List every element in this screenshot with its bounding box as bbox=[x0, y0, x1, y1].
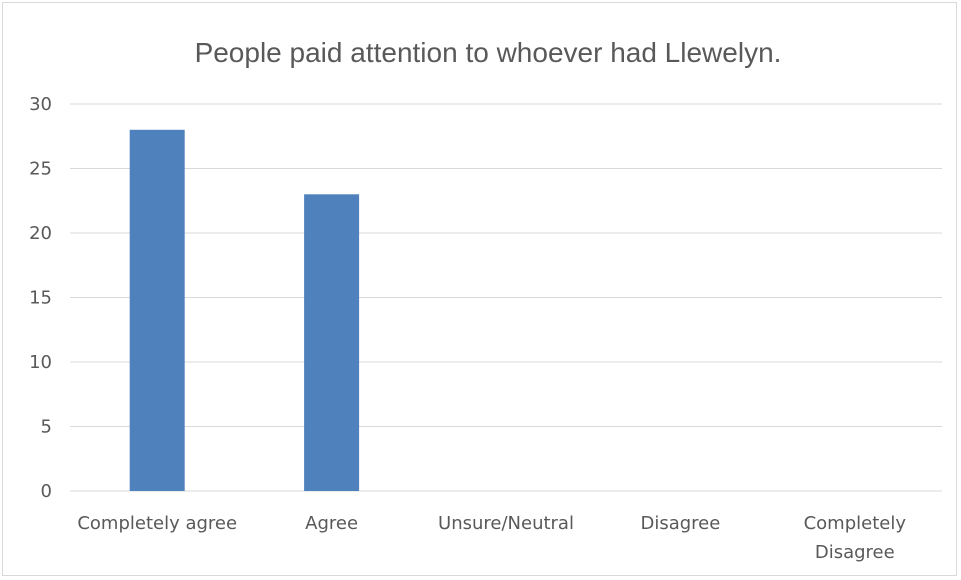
x-category-label-line: Disagree bbox=[815, 542, 895, 563]
bars bbox=[129, 129, 360, 492]
y-tick-label: 20 bbox=[29, 223, 52, 244]
gridlines bbox=[70, 103, 942, 492]
x-category-label: Agree bbox=[305, 513, 358, 534]
chart-title: People paid attention to whoever had Lle… bbox=[195, 37, 782, 68]
y-tick-label: 25 bbox=[29, 159, 52, 180]
x-category-label-line: Agree bbox=[305, 513, 358, 534]
x-category-label-line: Unsure/Neutral bbox=[438, 513, 574, 534]
x-category-label-line: Disagree bbox=[640, 513, 720, 534]
y-tick-label: 5 bbox=[41, 417, 52, 438]
bar bbox=[304, 194, 360, 492]
x-category-label: Completely agree bbox=[77, 513, 237, 534]
y-tick-label: 30 bbox=[29, 94, 52, 115]
x-category-label-line: Completely agree bbox=[77, 513, 237, 534]
x-category-label-line: Completely bbox=[804, 513, 907, 534]
y-tick-label: 0 bbox=[41, 481, 52, 502]
y-axis-ticks: 0 5 10 15 20 25 30 bbox=[29, 94, 52, 502]
y-tick-label: 15 bbox=[29, 288, 52, 309]
x-category-label: Unsure/Neutral bbox=[438, 513, 574, 534]
y-tick-label: 10 bbox=[29, 352, 52, 373]
x-category-label: Disagree bbox=[640, 513, 720, 534]
x-axis-categories: Completely agree Agree Unsure/Neutral Disag… bbox=[77, 513, 906, 563]
x-category-label: Completely Disagree bbox=[804, 513, 907, 563]
bar bbox=[129, 129, 185, 492]
